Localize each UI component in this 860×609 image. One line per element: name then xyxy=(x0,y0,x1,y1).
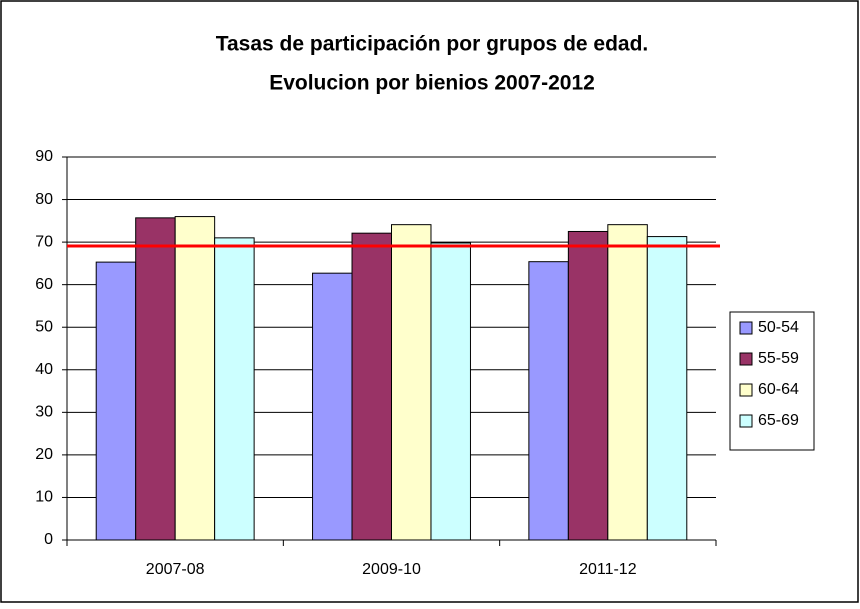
chart-title: Tasas de participación por grupos de eda… xyxy=(216,33,649,56)
y-tick-label: 90 xyxy=(35,148,53,165)
legend-label: 60-64 xyxy=(758,381,799,398)
bar xyxy=(430,242,471,541)
legend-swatch xyxy=(739,414,753,428)
x-tick-label: 2007-08 xyxy=(146,561,205,578)
legend-swatch xyxy=(739,321,753,335)
x-tick-label: 2011-12 xyxy=(579,561,637,578)
bar xyxy=(391,224,432,541)
legend-label: 65-69 xyxy=(758,412,799,429)
bar xyxy=(135,217,176,541)
legend-swatch xyxy=(739,383,753,397)
bar xyxy=(646,236,688,541)
bar xyxy=(312,272,353,541)
y-tick-label: 30 xyxy=(35,404,53,421)
legend-swatch xyxy=(739,352,753,366)
chart-title: Evolucion por bienios 2007-2012 xyxy=(269,72,595,95)
y-tick-label: 40 xyxy=(35,361,53,378)
bar xyxy=(214,237,255,541)
y-tick-label: 80 xyxy=(35,191,53,208)
y-tick-label: 70 xyxy=(35,233,53,250)
y-tick-label: 0 xyxy=(44,531,53,548)
bar xyxy=(351,232,392,541)
bar xyxy=(567,230,609,541)
y-tick-label: 20 xyxy=(35,446,53,463)
y-tick-label: 10 xyxy=(35,489,53,506)
bar xyxy=(95,261,137,541)
bar xyxy=(174,216,216,541)
x-tick-label: 2009-10 xyxy=(362,561,421,578)
legend-label: 55-59 xyxy=(758,350,799,367)
legend-label: 50-54 xyxy=(758,319,799,336)
y-tick-label: 60 xyxy=(35,276,53,293)
bar xyxy=(528,261,569,541)
bar xyxy=(607,224,648,541)
y-tick-label: 50 xyxy=(35,318,53,335)
